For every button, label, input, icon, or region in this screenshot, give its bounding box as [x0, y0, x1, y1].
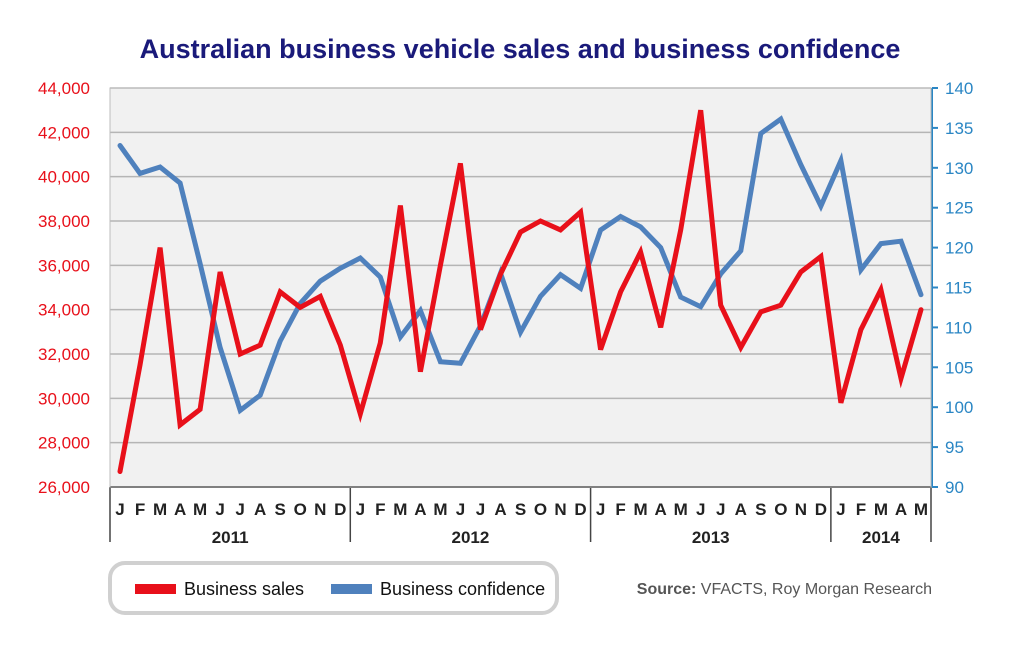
month-tick-label: J: [215, 500, 224, 519]
month-tick-label: M: [674, 500, 688, 519]
source-label: Source:: [637, 581, 697, 598]
left-tick-label: 28,000: [38, 434, 90, 453]
left-tick-label: 44,000: [38, 79, 90, 98]
month-tick-label: J: [235, 500, 244, 519]
month-tick-label: N: [554, 500, 566, 519]
month-tick-label: A: [174, 500, 186, 519]
plot-border: [109, 87, 932, 488]
source-note: Source: VFACTS, Roy Morgan Research: [637, 581, 932, 598]
chart-title: Australian business vehicle sales and bu…: [140, 34, 901, 64]
month-tick-label: A: [414, 500, 426, 519]
series-line-business-confidence: [117, 115, 924, 415]
right-tick-label: 110: [945, 318, 972, 337]
month-tick-label: N: [795, 500, 807, 519]
left-tick-label: 38,000: [38, 212, 90, 231]
year-tick-label: 2013: [692, 528, 730, 547]
month-tick-label: J: [356, 500, 365, 519]
month-tick-label: M: [193, 500, 207, 519]
month-tick-label: J: [696, 500, 705, 519]
month-tick-label: J: [716, 500, 725, 519]
month-tick-label: A: [735, 500, 747, 519]
left-tick-label: 26,000: [38, 478, 90, 497]
month-tick-label: O: [774, 500, 787, 519]
right-tick-label: 115: [945, 279, 972, 298]
left-tick-label: 34,000: [38, 301, 90, 320]
right-tick-label: 95: [945, 438, 964, 457]
month-tick-label: A: [895, 500, 907, 519]
right-axis: 90 95 100 105 110 115 120 125 130 135 140: [931, 79, 973, 497]
month-tick-label: S: [515, 500, 526, 519]
right-tick-label: 130: [945, 159, 973, 178]
left-axis: 26,000 28,000 30,000 32,000 34,000 36,000 38,0…: [38, 79, 90, 497]
left-tick-label: 42,000: [38, 123, 90, 142]
month-tick-label: D: [815, 500, 827, 519]
month-tick-label: M: [634, 500, 648, 519]
left-tick-label: 30,000: [38, 389, 90, 408]
month-tick-label: M: [393, 500, 407, 519]
month-tick-label: O: [534, 500, 547, 519]
month-tick-label: A: [254, 500, 266, 519]
month-tick-label: N: [314, 500, 326, 519]
right-tick-label: 140: [945, 79, 973, 98]
legend-label-business-sales: Business sales: [184, 579, 304, 599]
right-tick-label: 135: [945, 119, 973, 138]
year-tick-label: 2014: [862, 528, 900, 547]
left-tick-label: 32,000: [38, 345, 90, 364]
series-line-business-sales: [117, 109, 924, 474]
month-tick-label: M: [433, 500, 447, 519]
month-tick-label: A: [655, 500, 667, 519]
month-tick-label: J: [836, 500, 845, 519]
series-layer: [117, 109, 924, 474]
right-tick-label: 120: [945, 239, 973, 258]
month-tick-label: F: [135, 500, 145, 519]
month-tick-label: J: [115, 500, 124, 519]
year-tick-label: 2012: [452, 528, 490, 547]
right-tick-label: 100: [945, 398, 973, 417]
month-tick-label: F: [615, 500, 625, 519]
legend-label-business-confidence: Business confidence: [380, 579, 545, 599]
source-text: VFACTS, Roy Morgan Research: [701, 581, 932, 598]
month-tick-label: S: [275, 500, 286, 519]
month-tick-label: D: [574, 500, 586, 519]
plot-area: [110, 88, 931, 487]
month-tick-label: S: [755, 500, 766, 519]
right-tick-label: 90: [945, 478, 964, 497]
month-tick-label: M: [874, 500, 888, 519]
legend: Business sales Business confidence: [108, 561, 559, 615]
month-tick-label: D: [334, 500, 346, 519]
year-tick-label: 2011: [212, 528, 249, 547]
left-tick-label: 36,000: [38, 256, 90, 275]
month-tick-label: F: [375, 500, 385, 519]
month-tick-label: J: [456, 500, 465, 519]
month-tick-label: J: [476, 500, 485, 519]
month-tick-label: A: [494, 500, 506, 519]
left-tick-label: 40,000: [38, 168, 90, 187]
right-tick-label: 105: [945, 358, 973, 377]
month-tick-label: F: [856, 500, 866, 519]
right-tick-label: 125: [945, 199, 973, 218]
month-tick-label: O: [294, 500, 307, 519]
month-tick-label: M: [914, 500, 928, 519]
month-tick-label: J: [596, 500, 605, 519]
month-tick-label: M: [153, 500, 167, 519]
